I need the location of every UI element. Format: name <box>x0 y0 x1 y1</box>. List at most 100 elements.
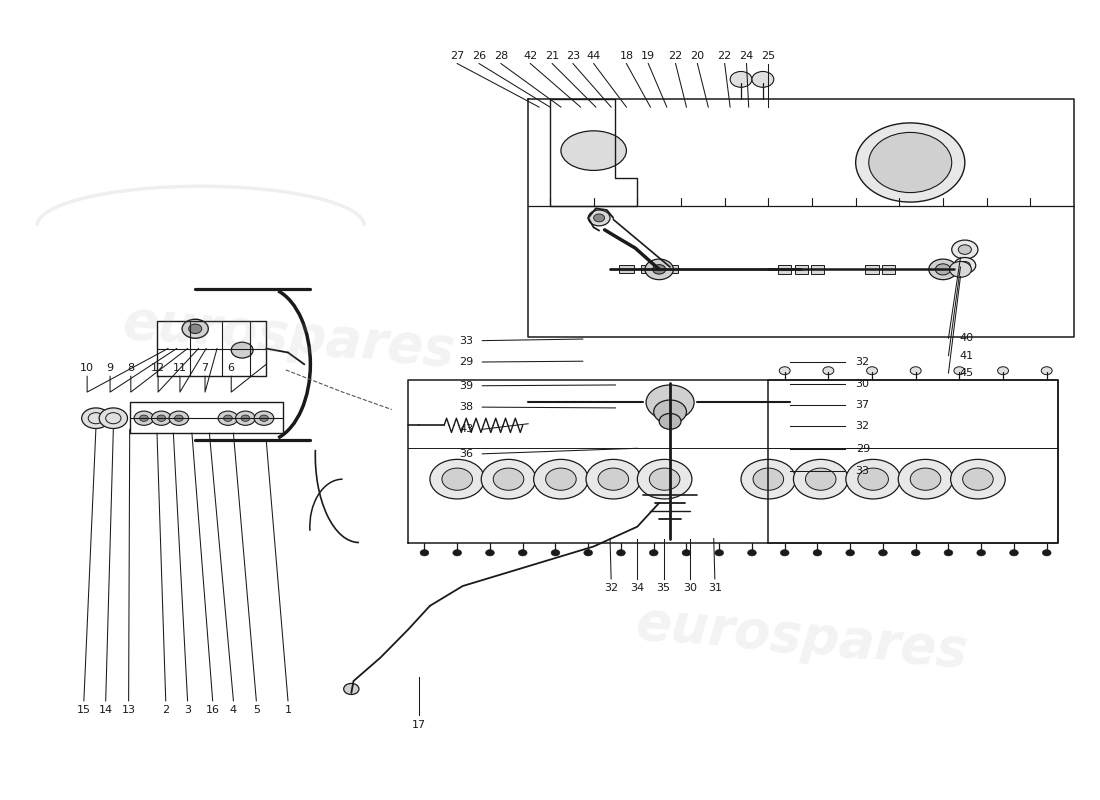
Circle shape <box>140 415 148 422</box>
Circle shape <box>546 468 576 490</box>
Circle shape <box>823 366 834 374</box>
Circle shape <box>617 550 625 556</box>
Text: 33: 33 <box>460 336 474 346</box>
Text: 39: 39 <box>460 381 474 390</box>
Circle shape <box>594 214 605 222</box>
Circle shape <box>183 319 208 338</box>
Circle shape <box>343 683 359 694</box>
Circle shape <box>1043 550 1052 556</box>
Text: 42: 42 <box>524 50 538 61</box>
Circle shape <box>779 366 790 374</box>
Circle shape <box>420 550 429 556</box>
Circle shape <box>754 468 783 490</box>
Circle shape <box>586 459 640 499</box>
Circle shape <box>637 459 692 499</box>
Circle shape <box>189 324 201 334</box>
Circle shape <box>659 414 681 430</box>
Text: 6: 6 <box>228 363 234 374</box>
Text: 23: 23 <box>565 50 580 61</box>
Circle shape <box>152 411 172 426</box>
Text: 22: 22 <box>717 50 732 61</box>
Circle shape <box>652 265 666 274</box>
Bar <box>866 265 879 274</box>
Circle shape <box>715 550 724 556</box>
Circle shape <box>949 262 971 278</box>
Text: 30: 30 <box>683 583 696 594</box>
Ellipse shape <box>856 123 965 202</box>
Text: 13: 13 <box>122 706 135 715</box>
Bar <box>778 265 791 274</box>
Circle shape <box>805 468 836 490</box>
Circle shape <box>846 459 901 499</box>
Circle shape <box>846 550 855 556</box>
Text: 38: 38 <box>460 402 474 412</box>
Text: 10: 10 <box>80 363 95 374</box>
Circle shape <box>588 210 610 226</box>
Text: 12: 12 <box>151 363 165 374</box>
Text: 4: 4 <box>230 706 236 715</box>
Text: 36: 36 <box>460 449 474 459</box>
Circle shape <box>869 133 952 193</box>
Circle shape <box>910 366 921 374</box>
Circle shape <box>235 411 255 426</box>
Circle shape <box>950 459 1005 499</box>
Text: 18: 18 <box>619 50 634 61</box>
Circle shape <box>231 342 253 358</box>
Text: 37: 37 <box>856 400 870 410</box>
Circle shape <box>134 411 154 426</box>
Circle shape <box>254 411 274 426</box>
Text: 28: 28 <box>494 50 508 61</box>
Text: 26: 26 <box>472 50 486 61</box>
Circle shape <box>952 240 978 259</box>
Bar <box>662 266 678 274</box>
Bar <box>640 266 656 274</box>
Text: 17: 17 <box>411 719 426 730</box>
Text: 30: 30 <box>856 379 870 389</box>
Circle shape <box>977 550 986 556</box>
Circle shape <box>793 459 848 499</box>
Circle shape <box>81 408 110 429</box>
Circle shape <box>442 468 473 490</box>
Circle shape <box>879 550 888 556</box>
Text: 22: 22 <box>669 50 683 61</box>
Circle shape <box>430 459 484 499</box>
Text: 16: 16 <box>206 706 220 715</box>
Text: 24: 24 <box>739 50 754 61</box>
Circle shape <box>944 550 953 556</box>
Circle shape <box>653 400 686 424</box>
Bar <box>882 265 895 274</box>
Text: 11: 11 <box>173 363 187 374</box>
Circle shape <box>867 366 878 374</box>
Text: 3: 3 <box>184 706 191 715</box>
Text: 40: 40 <box>959 334 974 343</box>
Text: 9: 9 <box>107 363 113 374</box>
Circle shape <box>175 415 184 422</box>
Text: 35: 35 <box>657 583 671 594</box>
Circle shape <box>218 411 238 426</box>
Circle shape <box>910 468 940 490</box>
Circle shape <box>649 550 658 556</box>
Circle shape <box>260 415 268 422</box>
Circle shape <box>1010 550 1019 556</box>
Circle shape <box>157 415 166 422</box>
Text: 32: 32 <box>856 357 870 367</box>
Text: 31: 31 <box>707 583 722 594</box>
Circle shape <box>958 245 971 254</box>
Circle shape <box>682 550 691 556</box>
Bar <box>811 265 824 274</box>
Circle shape <box>959 262 970 270</box>
Text: 1: 1 <box>285 706 292 715</box>
Text: 21: 21 <box>546 50 559 61</box>
Circle shape <box>780 550 789 556</box>
Bar <box>619 266 634 274</box>
Circle shape <box>453 550 462 556</box>
Circle shape <box>645 259 673 280</box>
Circle shape <box>584 550 593 556</box>
Circle shape <box>169 411 189 426</box>
Circle shape <box>752 71 773 87</box>
Text: 32: 32 <box>856 421 870 431</box>
Text: 29: 29 <box>460 357 474 367</box>
Text: 27: 27 <box>450 50 464 61</box>
Text: 33: 33 <box>856 466 870 476</box>
Text: 14: 14 <box>99 706 113 715</box>
